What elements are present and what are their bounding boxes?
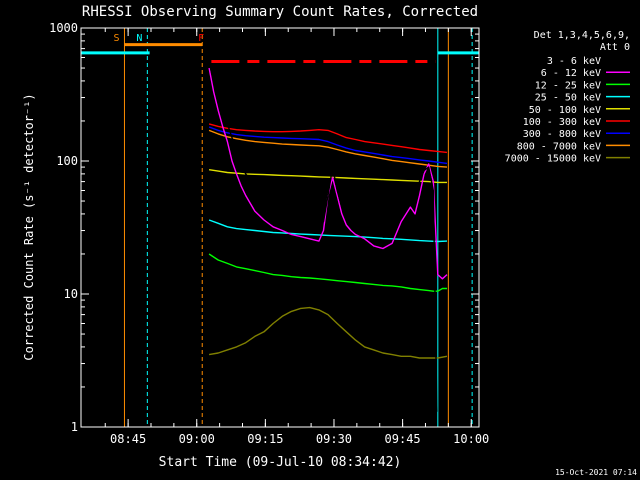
x-tick-label-3: 09:30 xyxy=(316,432,352,446)
legend-header-0: Det 1,3,4,5,6,9, xyxy=(534,30,630,41)
plot-frame xyxy=(80,27,480,428)
y-tick-label-2: 100 xyxy=(56,154,78,168)
legend-label-7: 800 - 7000 keV xyxy=(517,141,601,152)
legend-label-5: 100 - 300 keV xyxy=(523,117,601,128)
series-line-5 xyxy=(208,123,448,154)
series-line-6 xyxy=(208,126,448,165)
legend-label-3: 25 - 50 keV xyxy=(535,93,601,104)
legend-label-2: 12 - 25 keV xyxy=(535,80,601,91)
legend-header-1: Att 0 xyxy=(600,42,630,53)
y-tick-label-1: 10 xyxy=(64,287,78,301)
legend-label-1: 6 - 12 keV xyxy=(541,68,601,79)
y-tick-label-3: 1000 xyxy=(49,21,78,35)
x-tick-label-4: 09:45 xyxy=(385,432,421,446)
y-tick-label-0: 1 xyxy=(71,420,78,434)
chart-title: RHESSI Observing Summary Count Rates, Co… xyxy=(82,4,478,20)
series-line-8 xyxy=(208,306,448,359)
legend-label-8: 7000 - 15000 keV xyxy=(505,154,601,165)
x-tick-label-5: 10:00 xyxy=(453,432,489,446)
x-tick-label-2: 09:15 xyxy=(247,432,283,446)
axes: 1 10 100 1000 08:45 09:00 09:15 09:30 09:45 10:00 xyxy=(49,21,489,446)
series-line-7 xyxy=(208,129,448,168)
series-line-2 xyxy=(208,253,447,292)
legend-label-4: 50 - 100 keV xyxy=(529,105,601,116)
legend-label-6: 300 - 800 keV xyxy=(523,129,601,140)
y-axis-label: Corrected Count Rate (s⁻¹ detector⁻¹) xyxy=(22,93,36,360)
x-tick-label-0: 08:45 xyxy=(110,432,146,446)
series-line-3 xyxy=(208,219,448,243)
series-line-4 xyxy=(208,169,447,184)
series-line-0 xyxy=(208,62,438,412)
legend-label-0: 3 - 6 keV xyxy=(547,56,601,67)
x-tick-label-1: 09:00 xyxy=(179,432,215,446)
annotation-label-n: N xyxy=(136,33,142,44)
x-axis-label: Start Time (09-Jul-10 08:34:42) xyxy=(159,455,402,470)
series-line-1 xyxy=(208,67,448,280)
annotation-label-f: F xyxy=(198,33,204,44)
annotation-label-s: S xyxy=(113,33,119,44)
footer-timestamp: 15-Oct-2021 07:14 xyxy=(555,468,637,477)
